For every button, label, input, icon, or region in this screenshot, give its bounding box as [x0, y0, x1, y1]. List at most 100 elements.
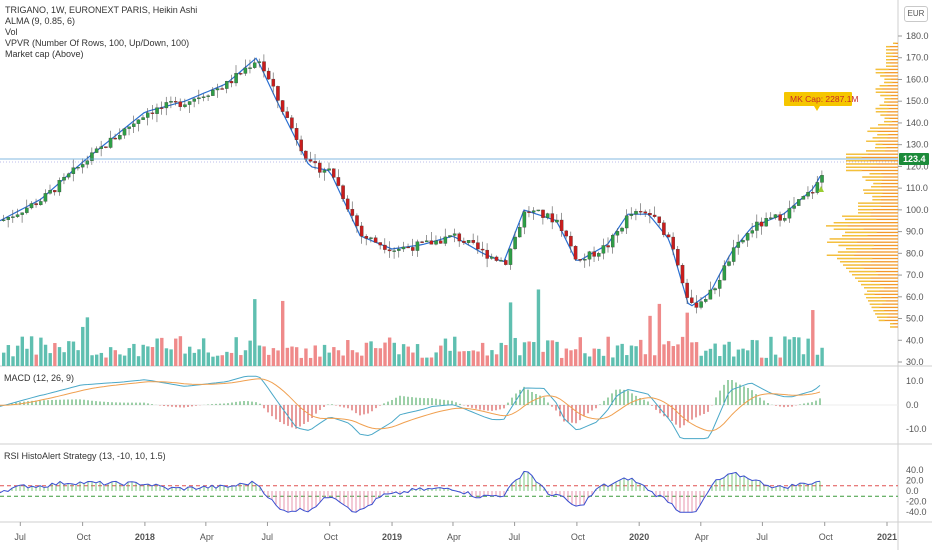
- candle-up: [699, 301, 703, 308]
- candle-up: [164, 102, 169, 109]
- volume-bar-down: [271, 348, 276, 366]
- vp-row-up: [837, 257, 873, 260]
- indicator-vpvr[interactable]: VPVR (Number Of Rows, 100, Up/Down, 100): [5, 38, 190, 48]
- vp-row-up: [867, 130, 878, 133]
- indicator-alma[interactable]: ALMA (9, 0.85, 6): [5, 16, 76, 26]
- volume-bar-up: [597, 348, 601, 366]
- volume-bar-up: [820, 347, 824, 366]
- volume-bar-up: [713, 343, 717, 366]
- candle-up: [783, 218, 787, 221]
- volume-bar-up: [792, 337, 796, 366]
- volume-bar-up: [815, 354, 820, 366]
- vp-row-down: [877, 316, 898, 318]
- vp-row-down: [870, 127, 898, 129]
- vp-row-down: [858, 212, 898, 214]
- vp-row-down: [875, 147, 898, 149]
- volume-bar-down: [648, 315, 652, 366]
- candle-up: [136, 119, 141, 124]
- vp-row-down: [872, 199, 898, 201]
- vp-row-up: [872, 137, 888, 139]
- symbol-title[interactable]: TRIGANO, 1W, EURONEXT PARIS, Heikin Ashi: [5, 5, 198, 15]
- candle-up: [634, 211, 638, 215]
- vp-row-up: [870, 127, 880, 129]
- candle-up: [211, 89, 215, 96]
- rsi-legend[interactable]: RSI HistoAlert Strategy (13, -10, 10, 1.…: [4, 451, 166, 461]
- candle-down: [285, 111, 289, 118]
- candle-up: [434, 240, 438, 245]
- vp-row-up: [838, 244, 874, 247]
- volume-bar-up: [25, 348, 29, 366]
- candle-down: [341, 185, 345, 200]
- volume-bars: [2, 289, 824, 366]
- candle-up: [620, 227, 624, 232]
- volume-bar-up: [722, 344, 727, 366]
- candle-up: [29, 203, 34, 209]
- candle-up: [169, 101, 173, 103]
- time-axis-label: Apr: [200, 532, 214, 542]
- vp-row-down: [846, 156, 898, 159]
- vp-row-down: [886, 45, 898, 48]
- volume-bar-down: [304, 348, 308, 366]
- volume-bar-up: [206, 352, 210, 366]
- volume-bar-up: [625, 355, 629, 366]
- indicator-vol[interactable]: Vol: [5, 27, 18, 37]
- vp-row-up: [849, 270, 877, 273]
- volume-bar-up: [164, 348, 169, 366]
- volume-bar-up: [513, 337, 517, 366]
- vp-row-up: [875, 107, 889, 110]
- volume-bar-down: [690, 342, 694, 366]
- vp-row-down: [880, 75, 898, 77]
- indicator-market-cap[interactable]: Market cap (Above): [5, 49, 84, 59]
- volume-bar-up: [95, 354, 99, 366]
- vp-row-up: [879, 85, 888, 87]
- candle-up: [62, 176, 66, 181]
- candle-up: [815, 182, 820, 193]
- candle-down: [299, 139, 303, 152]
- vp-row-down: [846, 267, 898, 269]
- macd-legend[interactable]: MACD (12, 26, 9): [4, 373, 75, 383]
- volume-bar-down: [429, 357, 434, 366]
- candle-down: [420, 241, 424, 243]
- candle-down: [383, 244, 387, 250]
- volume-bar-up: [369, 341, 373, 366]
- volume-bar-down: [178, 336, 183, 366]
- vp-row-up: [864, 293, 875, 296]
- volume-bar-up: [327, 352, 331, 366]
- volume-bar-down: [643, 354, 648, 366]
- candle-up: [155, 107, 159, 114]
- volume-bar-down: [313, 345, 317, 366]
- vp-row-up: [878, 319, 885, 322]
- volume-bar-up: [806, 338, 810, 366]
- volume-bar-down: [360, 355, 364, 366]
- currency-button[interactable]: EUR: [904, 6, 928, 22]
- vp-row-up: [833, 228, 864, 230]
- rsi-tick-label: 20.0: [906, 475, 924, 485]
- time-axis-label: Jul: [509, 532, 521, 542]
- vp-row-up: [884, 78, 891, 80]
- volume-bar-up: [169, 349, 173, 366]
- price-tick-label: 150.0: [906, 96, 929, 106]
- candle-down: [690, 297, 694, 303]
- candle-up: [764, 218, 768, 227]
- vp-row-up: [866, 150, 886, 152]
- candle-up: [15, 214, 20, 217]
- volume-bar-up: [146, 346, 150, 366]
- candle-up: [248, 67, 252, 69]
- volume-bar-up: [322, 344, 327, 366]
- candle-up: [108, 137, 113, 148]
- rsi-tick-label: 40.0: [906, 465, 924, 475]
- candle-up: [141, 117, 145, 120]
- vp-row-down: [886, 62, 898, 64]
- vp-row-up: [880, 75, 886, 77]
- candle-up: [722, 265, 727, 281]
- vp-row-up: [864, 192, 883, 194]
- volume-bar-down: [411, 352, 415, 366]
- time-axis-label: Oct: [77, 532, 92, 542]
- candle-up: [531, 210, 536, 213]
- volume-bar-down: [657, 303, 662, 366]
- volume-bar-up: [225, 351, 229, 366]
- volume-bar-down: [504, 345, 508, 366]
- candle-down: [462, 240, 466, 243]
- volume-bar-down: [378, 348, 383, 366]
